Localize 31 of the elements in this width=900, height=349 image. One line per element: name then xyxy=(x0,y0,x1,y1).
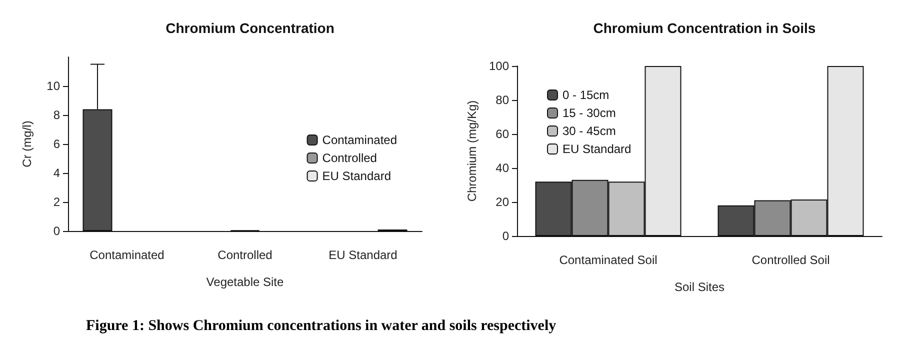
legend-label: Controlled xyxy=(322,151,377,165)
legend-label: EU Standard xyxy=(322,169,392,183)
y-tick-label: 0 xyxy=(502,229,510,243)
y-axis-title: Cr (mg/l) xyxy=(20,120,34,168)
x-tick-label: Contaminated xyxy=(90,248,164,262)
y-tick-label: 10 xyxy=(46,79,60,93)
y-tick-label: 40 xyxy=(496,161,510,175)
x-tick-label: EU Standard xyxy=(328,248,398,262)
y-tick-label: 0 xyxy=(53,224,60,238)
chart-title: Chromium Concentration xyxy=(166,20,334,36)
y-tick-label: 4 xyxy=(53,166,60,180)
x-tick-label: Controlled Soil xyxy=(752,253,830,267)
x-tick-label: Contaminated Soil xyxy=(559,253,658,267)
x-axis-title: Soil Sites xyxy=(674,280,725,294)
y-tick-label: 100 xyxy=(488,59,510,73)
legend-label: 30 - 45cm xyxy=(562,124,616,138)
y-tick-label: 8 xyxy=(53,108,60,122)
x-tick-label: Controlled xyxy=(218,248,272,262)
y-tick-label: 80 xyxy=(496,93,510,107)
caption: Figure 1: Shows Chromium concentrations in water and soils respectively xyxy=(86,318,558,335)
y-tick-label: 20 xyxy=(496,195,510,209)
y-tick-label: 2 xyxy=(53,195,60,209)
chart-title: Chromium Concentration in Soils xyxy=(593,20,816,36)
y-tick-label: 6 xyxy=(53,137,60,151)
y-tick-label: 60 xyxy=(496,127,510,141)
x-axis-title: Vegetable Site xyxy=(206,275,284,289)
y-axis-title: Chromium (mg/Kg) xyxy=(465,100,480,202)
legend-label: EU Standard xyxy=(562,142,632,156)
legend-label: 0 - 15cm xyxy=(562,88,610,102)
legend-label: Contaminated xyxy=(322,133,398,147)
legend-label: 15 - 30cm xyxy=(562,106,616,120)
